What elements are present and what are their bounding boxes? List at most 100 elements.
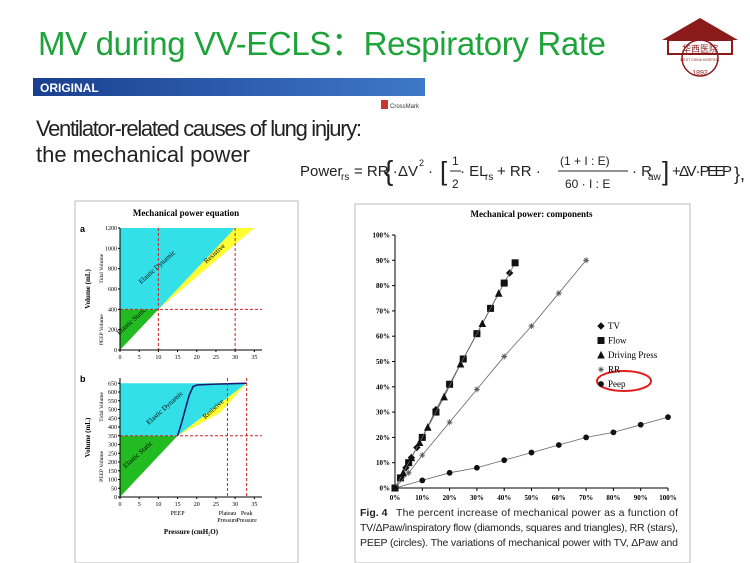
x-tick-label: 40% — [497, 494, 511, 502]
y-tick-label: 50 — [111, 486, 117, 492]
data-point — [610, 429, 617, 436]
marker — [419, 452, 426, 459]
y-tick-label: 80% — [376, 282, 390, 290]
data-point — [456, 359, 465, 368]
marker — [473, 464, 480, 471]
formula-part: }, — [734, 164, 745, 184]
legend-label: Flow — [608, 336, 627, 346]
legend-marker — [598, 366, 604, 373]
formula-part: 2 — [452, 177, 459, 191]
y-tick-label: 600 — [108, 390, 117, 396]
heading-line: the mechanical power — [36, 142, 250, 167]
panel-label: b — [80, 374, 86, 384]
y-tick-label: 0% — [380, 485, 391, 493]
legend-label: TV — [608, 321, 620, 331]
logo-year: 1892 — [692, 70, 708, 77]
logo-ring — [681, 39, 719, 77]
right-figure-frame — [354, 203, 691, 563]
formula-part: (1 + I : E) — [560, 154, 610, 168]
x-tick-label: 90% — [634, 494, 648, 502]
x-annotation: PEEP — [171, 511, 186, 517]
y-axis-label: Volume (mL) — [84, 269, 92, 309]
y-tick-label: 200 — [108, 328, 117, 334]
marker — [399, 468, 407, 477]
formula-part: ] — [662, 156, 669, 186]
marker — [597, 337, 605, 344]
formula-part: 2 — [419, 158, 424, 168]
marker — [405, 469, 412, 476]
legend-label: Peep — [608, 379, 626, 389]
chart-title: Mechanical power: components — [471, 209, 593, 219]
formula-part: [ — [440, 156, 448, 186]
marker — [637, 421, 644, 428]
y-tick-label: 400 — [108, 425, 117, 431]
caption-line: The percent increase of mechanical power… — [396, 507, 678, 519]
data-point — [501, 353, 508, 360]
data-point — [511, 259, 519, 267]
y-tick-label: 30% — [376, 409, 390, 417]
heading-line: Ventilator-related causes of lung injury… — [36, 116, 362, 141]
legend-marker — [597, 322, 605, 330]
data-point — [423, 423, 432, 431]
marker — [555, 290, 562, 297]
x-tick-label: 100% — [659, 494, 677, 502]
y-tick-label: 0 — [114, 348, 117, 354]
x-tick-label: 10% — [415, 494, 429, 502]
marker — [528, 323, 535, 330]
data-point — [583, 257, 590, 264]
panel-label: a — [80, 224, 86, 234]
marker — [392, 485, 398, 491]
marker — [555, 442, 562, 448]
y-tick-label: 400 — [108, 307, 117, 313]
logo-name: 华西医院 — [682, 43, 718, 54]
data-point — [446, 380, 454, 388]
x-tick-label: 50% — [525, 494, 539, 502]
y-tick-label: 100 — [108, 478, 117, 484]
region — [120, 309, 159, 350]
formula-part: · R — [632, 163, 652, 180]
data-point — [473, 386, 480, 393]
data-point — [399, 468, 407, 477]
y-tick-label: 10% — [376, 459, 390, 467]
marker — [478, 319, 487, 328]
marker — [423, 423, 432, 431]
marker — [528, 449, 535, 456]
x-tick-label: 10 — [155, 355, 161, 361]
x-tick-label: 70% — [579, 494, 593, 502]
data-point — [665, 414, 671, 421]
y-tick-label: 650 — [108, 381, 117, 387]
marker — [407, 453, 416, 462]
pv-curve — [176, 382, 247, 436]
legend-marker — [598, 381, 604, 387]
y-tick-label: 50% — [376, 358, 390, 366]
x-tick-label: 80% — [606, 494, 620, 502]
data-point — [419, 452, 426, 459]
marker — [665, 414, 671, 421]
side-label: Tidal Volume — [99, 253, 105, 283]
data-point — [583, 434, 589, 441]
caption-label: Fig. 4 — [360, 507, 388, 519]
y-tick-label: 200 — [108, 460, 117, 466]
data-point — [528, 323, 535, 330]
data-point — [440, 392, 448, 401]
formula-part: aw — [648, 172, 662, 183]
data-point — [392, 485, 398, 491]
x-tick-label: 35 — [251, 355, 257, 361]
legend-label: Driving Press — [608, 350, 658, 360]
formula-part: + ΔV · PEEP — [672, 163, 732, 180]
x-tick-label: 0 — [119, 355, 122, 361]
formula-part: · — [428, 163, 433, 180]
side-label: Tidal Volume — [99, 391, 105, 421]
caption-line: TV/ΔPaw/inspiratory flow (diamonds, squa… — [360, 522, 678, 534]
y-tick-label: 800 — [108, 267, 117, 273]
logo: 华西医院 WEST CHINA HOSPITAL 1892 — [662, 18, 738, 77]
y-tick-label: 0 — [114, 495, 117, 501]
marker — [597, 322, 605, 330]
y-tick-label: 60% — [376, 333, 390, 341]
x-tick-label: 30 — [232, 355, 238, 361]
marker — [500, 279, 508, 287]
logo-roof — [662, 18, 738, 40]
x-annotation: Pressure — [217, 518, 238, 524]
